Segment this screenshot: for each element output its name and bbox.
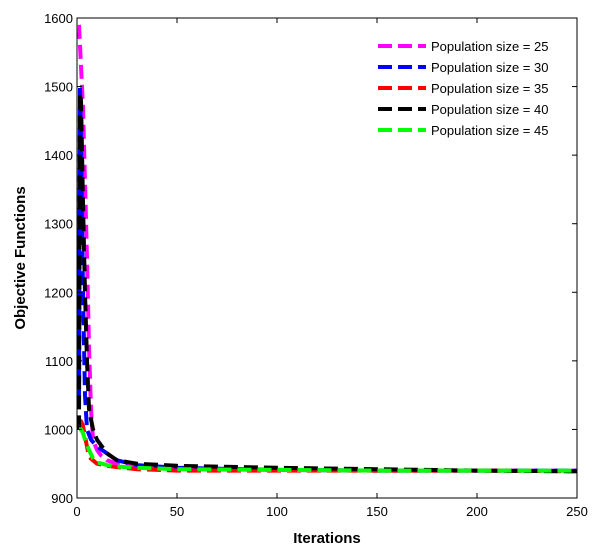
series-line-5 xyxy=(79,427,577,473)
x-axis-label: Iterations xyxy=(293,530,361,547)
y-tick-label: 1100 xyxy=(45,354,73,369)
x-tick-label: 100 xyxy=(266,504,288,519)
x-tick-label: 200 xyxy=(466,504,488,519)
y-tick-label: 1000 xyxy=(44,422,73,437)
plot-area xyxy=(76,17,578,499)
y-tick-label: 1500 xyxy=(44,80,73,95)
y-tick-label: 1200 xyxy=(44,285,73,300)
x-tick-label: 250 xyxy=(566,504,588,519)
y-ticks: 900 1000 1100 1200 1300 1400 1500 1600 xyxy=(44,11,577,506)
legend-label-5: Population size = 45 xyxy=(431,123,548,138)
x-ticks: 0 50 100 150 200 250 xyxy=(73,18,588,519)
y-tick-label: 1400 xyxy=(44,148,73,163)
x-tick-label: 150 xyxy=(366,504,388,519)
series-layer xyxy=(77,24,578,474)
legend-label-4: Population size = 40 xyxy=(431,102,548,117)
y-axis-label: Objective Functions xyxy=(12,186,29,329)
legend-label-1: Population size = 25 xyxy=(431,39,548,54)
y-tick-label: 1600 xyxy=(44,11,73,26)
legend: Population size = 25 Population size = 30… xyxy=(378,39,548,138)
y-tick-label: 1300 xyxy=(44,217,73,232)
y-tick-label: 900 xyxy=(51,491,73,506)
x-tick-label: 50 xyxy=(170,504,184,519)
legend-label-3: Population size = 35 xyxy=(431,81,548,96)
legend-label-2: Population size = 30 xyxy=(431,60,548,75)
x-tick-label: 0 xyxy=(73,504,80,519)
